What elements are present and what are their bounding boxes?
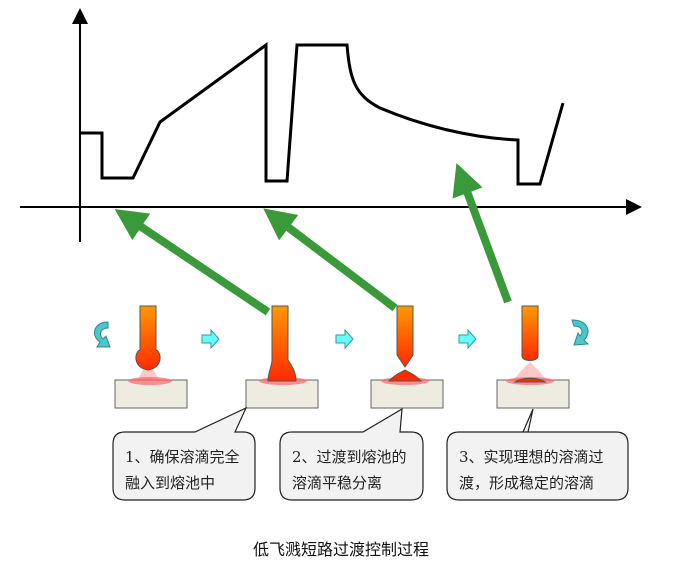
callout-step1: 1、确保溶滴完全 融入到熔池中 xyxy=(113,435,255,505)
diagram-caption: 低飞溅短路过渡控制过程 xyxy=(252,540,429,559)
stage-2 xyxy=(245,305,319,409)
callout-text: 渡，形成稳定的溶滴 xyxy=(459,474,595,492)
callout-text: 3、实现理想的溶滴过 xyxy=(459,448,604,466)
stage-1 xyxy=(114,305,188,409)
callout-text: 融入到熔池中 xyxy=(125,474,216,492)
curved-arrow-icon xyxy=(571,319,590,346)
stage-3 xyxy=(370,305,444,409)
current-waveform xyxy=(80,42,565,186)
flow-arrows xyxy=(201,328,477,350)
arrow-step3 xyxy=(452,162,512,304)
curved-arrow-icon xyxy=(93,321,111,348)
stage-4 xyxy=(496,305,570,409)
arrow-step1 xyxy=(114,209,271,316)
cycle-arrows xyxy=(93,319,590,348)
arrow-right-icon xyxy=(201,328,220,350)
green-arrows xyxy=(114,162,512,316)
arrow-step2 xyxy=(263,208,398,312)
arrow-right-icon xyxy=(458,328,477,350)
callout-step3: 3、实现理想的溶滴过 渡，形成稳定的溶滴 xyxy=(447,435,628,505)
arrow-right-icon xyxy=(335,328,354,350)
callout-text: 溶滴平稳分离 xyxy=(292,474,383,492)
callout-bubbles xyxy=(112,406,629,501)
callout-text: 1、确保溶滴完全 xyxy=(125,448,240,466)
callout-step2: 2、过渡到熔池的 溶滴平稳分离 xyxy=(280,435,423,505)
callout-text: 2、过渡到熔池的 xyxy=(292,448,407,466)
